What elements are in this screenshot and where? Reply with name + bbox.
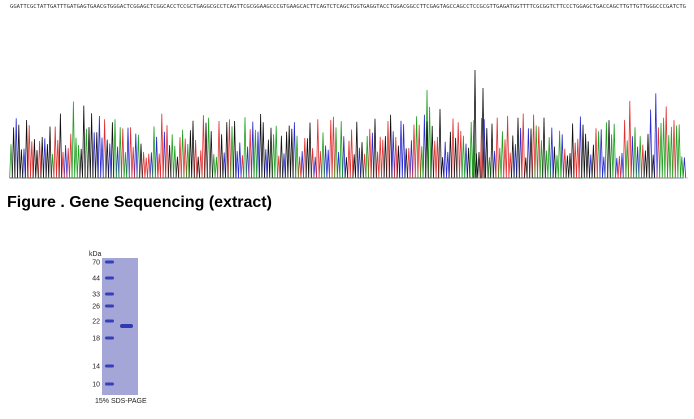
protein-band <box>120 324 133 328</box>
marker-label: 26 <box>92 304 100 311</box>
marker-label: 14 <box>92 364 100 371</box>
marker-label: 22 <box>92 319 100 326</box>
marker-band <box>105 276 114 280</box>
marker-label: 18 <box>92 336 100 343</box>
gel-label: 15% SDS-PAGE <box>95 398 147 405</box>
marker-band <box>105 382 114 386</box>
marker-label: 10 <box>92 382 100 389</box>
marker-band <box>105 292 114 296</box>
trace <box>10 93 687 179</box>
sequence-text: GGATTCGCTATTGATTTGATGAGTGAACGTGGGACTCGGA… <box>10 4 686 10</box>
marker-band <box>105 319 114 323</box>
marker-band <box>105 364 114 368</box>
marker-band <box>105 336 114 340</box>
caption: Figure . Gene Sequencing (extract) <box>7 194 272 211</box>
marker-band <box>105 260 114 264</box>
gel-unit: kDa <box>89 251 102 258</box>
marker-label: 33 <box>92 292 100 299</box>
marker-label: 70 <box>92 260 100 267</box>
chromatogram <box>9 69 687 179</box>
marker-band <box>105 304 114 308</box>
marker-ladder: 70 44 33 26 22 18 14 10 <box>92 260 114 389</box>
marker-label: 44 <box>92 276 100 283</box>
